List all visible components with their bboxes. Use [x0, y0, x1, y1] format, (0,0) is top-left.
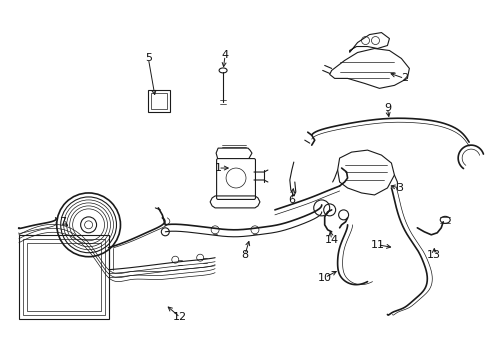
- Ellipse shape: [439, 216, 449, 223]
- Text: 13: 13: [427, 250, 440, 260]
- FancyBboxPatch shape: [216, 159, 255, 199]
- Text: 14: 14: [324, 235, 338, 245]
- Bar: [148, 90, 170, 112]
- Text: 5: 5: [144, 54, 152, 63]
- Text: 8: 8: [241, 250, 248, 260]
- Text: 6: 6: [288, 195, 295, 205]
- Text: 11: 11: [370, 240, 384, 250]
- Text: 10: 10: [317, 273, 331, 283]
- Text: 1: 1: [214, 163, 221, 173]
- Text: 3: 3: [395, 183, 402, 193]
- Text: 7: 7: [59, 217, 66, 227]
- Text: 12: 12: [173, 312, 187, 323]
- Bar: [27, 243, 101, 311]
- Bar: [19, 235, 108, 319]
- Text: 9: 9: [383, 103, 390, 113]
- Circle shape: [81, 217, 96, 233]
- Bar: [151, 93, 167, 109]
- Text: 2: 2: [400, 73, 407, 84]
- Bar: [23, 239, 104, 315]
- Text: 4: 4: [221, 50, 228, 60]
